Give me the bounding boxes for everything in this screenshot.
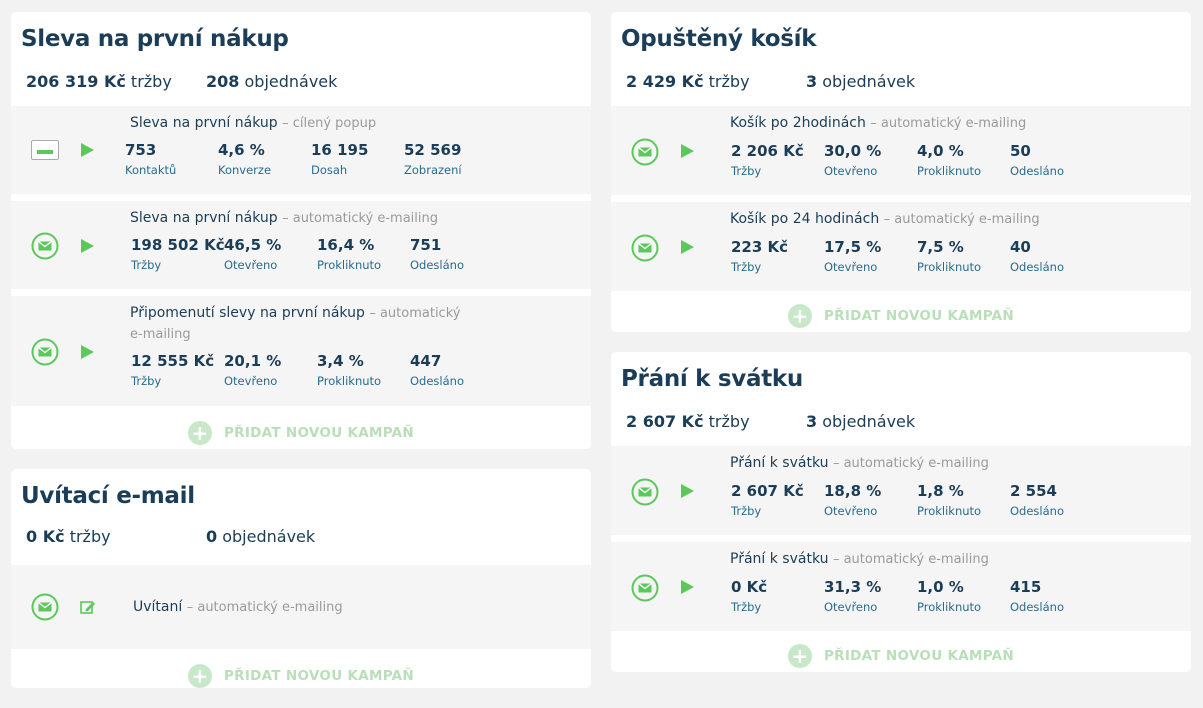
campaign-stats: 223 Kč Tržby 17,5 % Otevřeno 7,5 % Proklikn… [731,237,1103,274]
email-icon [31,232,59,260]
play-icon[interactable] [81,239,94,253]
campaign-stats: 753 Kontaktů 4,6 % Konverze 16 195 Dosah 52… [125,140,497,177]
stat-revenue: 0 Kč Tržby [731,578,768,614]
campaign-stats: 12 555 Kč Tržby 20,1 % Otevřeno 3,4 % Prokl… [131,351,503,388]
email-icon [31,593,59,621]
stat-revenue: 198 502 Kč Tržby [131,236,225,272]
stat-sent: 447 Odesláno [410,352,464,388]
campaign-name[interactable]: Uvítaní – automatický e-mailing [133,599,343,615]
play-icon[interactable] [681,484,694,498]
stat-clicked: 1,0 % Prokliknuto [917,578,982,614]
card-title: Opuštěný košík [621,26,817,52]
add-campaign-button[interactable]: + PŘIDAT NOVOU KAMPAŇ [611,638,1191,672]
edit-icon[interactable] [79,598,97,616]
stat-opened: 30,0 % Otevřeno [824,142,882,178]
orders-summary: 208 objednávek [206,71,338,91]
email-icon [631,234,659,262]
campaign-name[interactable]: Košík po 24 hodinách – automatický e-mai… [730,211,1040,227]
campaign-name[interactable]: Připomenutí slevy na první nákup – autom… [130,305,461,342]
campaign-name[interactable]: Přání k svátku – automatický e-mailing [730,455,989,471]
plus-icon: + [187,421,212,445]
stat-contacts: 753 Kontaktů [125,141,177,177]
stat-clicked: 3,4 % Prokliknuto [317,352,382,388]
plus-icon: + [187,664,212,688]
revenue-summary: 0 Kč tržby [26,526,111,546]
stat-revenue: 12 555 Kč Tržby [131,352,215,388]
stat-opened: 31,3 % Otevřeno [824,578,882,614]
campaign-row[interactable]: Sleva na první nákup – automatický e-mai… [11,201,591,289]
campaign-stats: 198 502 Kč Tržby 46,5 % Otevřeno 16,4 % Pro… [131,235,503,272]
stat-views: 52 569 Zobrazení [404,141,462,177]
play-icon[interactable] [681,580,694,594]
play-icon[interactable] [81,345,94,359]
stat-revenue: 223 Kč Tržby [731,238,789,274]
stat-sent: 50 Odesláno [1010,142,1064,178]
right-column: Opuštěný košík 2 429 Kč tržby 3 objednáv… [611,12,1191,692]
add-campaign-button[interactable]: + PŘIDAT NOVOU KAMPAŇ [11,656,591,688]
stat-opened: 20,1 % Otevřeno [224,352,282,388]
email-icon [31,338,59,366]
campaign-stats: 2 607 Kč Tržby 18,8 % Otevřeno 1,8 % Prokli… [731,481,1103,518]
card-summary: 2 607 Kč tržby 3 objednávek [611,396,1191,446]
stat-sent: 2 554 Odesláno [1010,482,1064,518]
card-abandoned-cart: Opuštěný košík 2 429 Kč tržby 3 objednáv… [611,12,1191,332]
revenue-summary: 2 429 Kč tržby [626,71,750,91]
stat-opened: 17,5 % Otevřeno [824,238,882,274]
add-campaign-button[interactable]: + PŘIDAT NOVOU KAMPAŇ [11,413,591,449]
add-campaign-button[interactable]: + PŘIDAT NOVOU KAMPAŇ [611,298,1191,332]
plus-icon: + [787,644,812,668]
campaign-row[interactable]: Připomenutí slevy na první nákup – autom… [11,296,591,406]
campaign-name[interactable]: Košík po 2hodinách – automatický e-maili… [730,115,1027,131]
stat-clicked: 16,4 % Prokliknuto [317,236,382,272]
stat-sent: 415 Odesláno [1010,578,1064,614]
campaign-name[interactable]: Sleva na první nákup – automatický e-mai… [130,210,439,226]
orders-summary: 0 objednávek [206,526,316,546]
card-summary: 206 319 Kč tržby 208 objednávek [11,56,591,106]
card-first-purchase-discount: Sleva na první nákup 206 319 Kč tržby 20… [11,12,591,449]
email-icon [631,574,659,602]
campaign-row[interactable]: Přání k svátku – automatický e-mailing 2… [611,446,1191,535]
stat-opened: 46,5 % Otevřeno [224,236,282,272]
card-title: Přání k svátku [621,366,803,392]
stat-clicked: 4,0 % Prokliknuto [917,142,982,178]
stat-sent: 40 Odesláno [1010,238,1064,274]
card-name-day-wishes: Přání k svátku 2 607 Kč tržby 3 objednáv… [611,352,1191,672]
campaign-row[interactable]: Uvítaní – automatický e-mailing [11,565,591,649]
orders-summary: 3 objednávek [806,71,916,91]
campaign-name[interactable]: Přání k svátku – automatický e-mailing [730,551,989,567]
revenue-summary: 2 607 Kč tržby [626,411,750,431]
stat-clicked: 7,5 % Prokliknuto [917,238,982,274]
stat-revenue: 2 206 Kč Tržby [731,142,804,178]
card-summary: 0 Kč tržby 0 objednávek [11,513,591,559]
campaign-row[interactable]: Přání k svátku – automatický e-mailing 0… [611,542,1191,631]
card-welcome-email: Uvítací e-mail 0 Kč tržby 0 objednávek U… [11,469,591,688]
play-icon[interactable] [81,143,94,157]
stat-opened: 18,8 % Otevřeno [824,482,882,518]
campaign-stats: 2 206 Kč Tržby 30,0 % Otevřeno 4,0 % Prokli… [731,141,1103,178]
orders-summary: 3 objednávek [806,411,916,431]
left-column: Sleva na první nákup 206 319 Kč tržby 20… [11,12,591,708]
campaign-row[interactable]: Košík po 2hodinách – automatický e-maili… [611,106,1191,195]
campaign-row[interactable]: Košík po 24 hodinách – automatický e-mai… [611,202,1191,291]
campaign-stats: 0 Kč Tržby 31,3 % Otevřeno 1,0 % Prokliknut… [731,577,1103,614]
play-icon[interactable] [681,144,694,158]
popup-icon [31,140,59,160]
campaign-name[interactable]: Sleva na první nákup – cílený popup [130,115,377,131]
stat-clicked: 1,8 % Prokliknuto [917,482,982,518]
revenue-summary: 206 319 Kč tržby [26,71,172,91]
card-summary: 2 429 Kč tržby 3 objednávek [611,56,1191,106]
plus-icon: + [787,304,812,328]
play-icon[interactable] [681,240,694,254]
stat-reach: 16 195 Dosah [311,141,369,177]
stat-revenue: 2 607 Kč Tržby [731,482,804,518]
email-icon [631,138,659,166]
stat-conversion: 4,6 % Konverze [218,141,272,177]
email-icon [631,478,659,506]
card-title: Sleva na první nákup [21,26,289,52]
campaign-row[interactable]: Sleva na první nákup – cílený popup 753 K… [11,106,591,194]
stat-sent: 751 Odesláno [410,236,464,272]
card-title: Uvítací e-mail [21,483,195,509]
